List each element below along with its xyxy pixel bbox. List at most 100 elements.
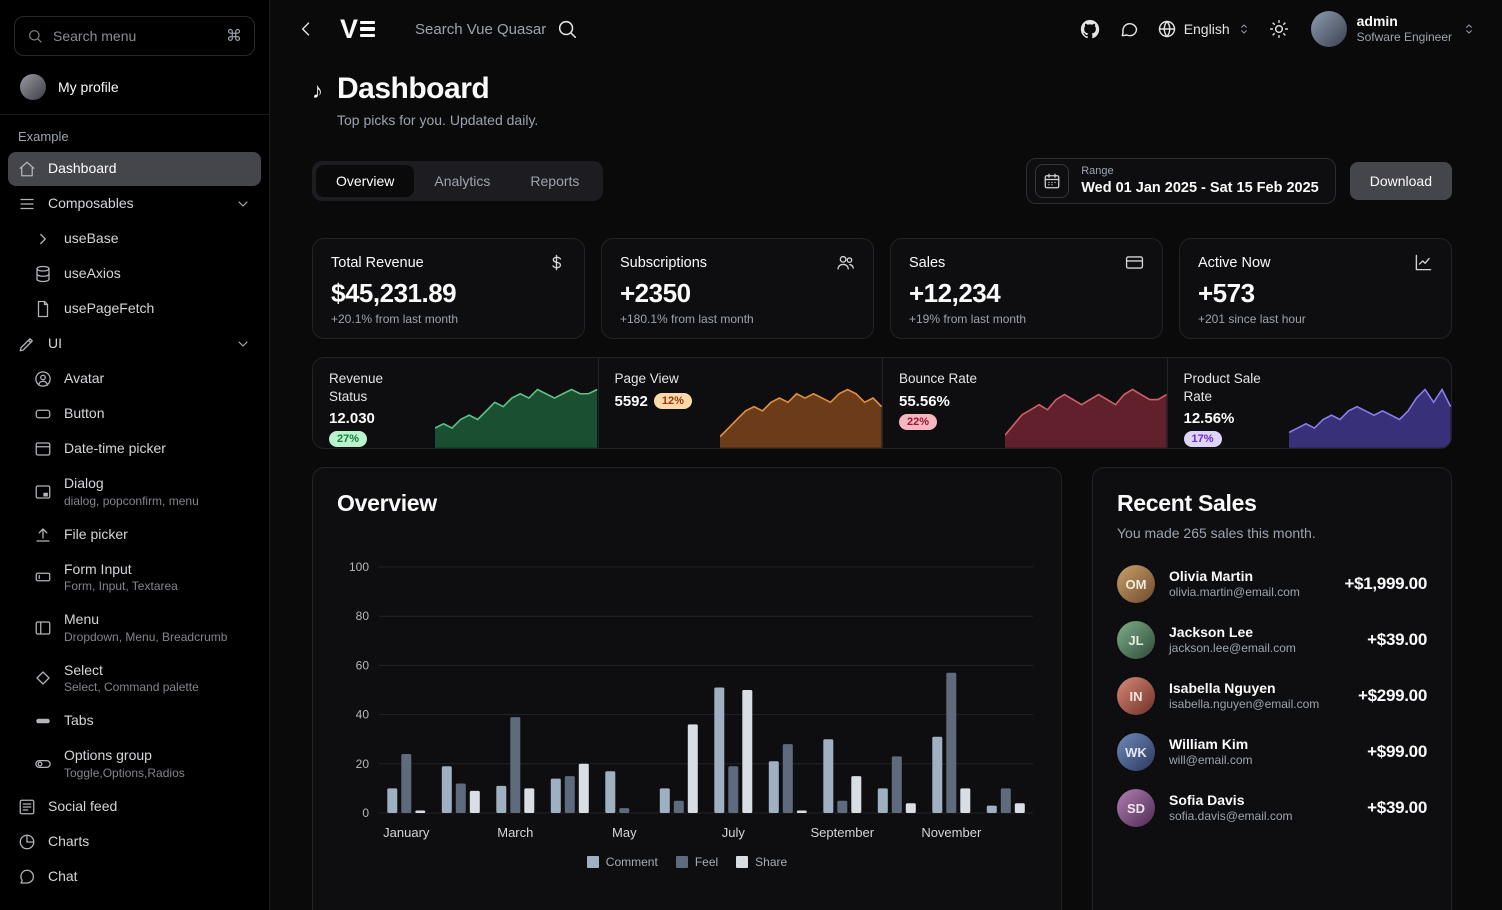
sidebar-item-form-input[interactable]: Form Input Form, Input, Textarea (24, 553, 261, 603)
music-note-icon: ♪ (312, 78, 323, 103)
sidebar-item-label: Form Input Form, Input, Textarea (64, 560, 178, 594)
sidebar-item-label: Options group Toggle,Options,Radios (64, 747, 185, 780)
chevrons-up-down-icon (1462, 22, 1476, 36)
app-logo[interactable]: V (340, 14, 376, 45)
page-title-block: Dashboard Top picks for you. Updated dai… (337, 72, 538, 128)
legend-swatch (736, 856, 749, 868)
topbar: V Search Vue Quasar English (270, 0, 1502, 58)
chevron-down-icon (235, 196, 251, 212)
user-avatar (1310, 11, 1347, 47)
legend-item-share: Share (736, 855, 787, 869)
sidebar-item-tabs[interactable]: Tabs (24, 704, 261, 738)
search-icon (27, 28, 43, 44)
spark-text: Bounce Rate 55.56% 22% (899, 370, 1167, 430)
chevron-left-icon (296, 19, 316, 39)
sidebar-item-label: Charts (48, 832, 90, 849)
sidebar-item-dialog[interactable]: Dialog dialog, popconfirm, menu (24, 467, 261, 517)
sidebar-item-options-group[interactable]: Options group Toggle,Options,Radios (24, 739, 261, 789)
sidebar-item-sublabel: Toggle,Options,Radios (64, 765, 185, 780)
sidebar-item-sublabel: Dropdown, Menu, Breadcrumb (64, 629, 228, 644)
chat-icon (18, 868, 36, 886)
back-button[interactable] (296, 19, 316, 39)
sidebar-item-date-time-picker[interactable]: Date-time picker (24, 432, 261, 466)
spark-value: 5592 (614, 392, 648, 410)
user-menu[interactable]: admin Sofware Engineer (1310, 11, 1476, 47)
spark-card-page-view: Page View 5592 12% (597, 358, 882, 448)
sidebar-item-label: Dialog dialog, popconfirm, menu (64, 475, 199, 508)
sidebar-item-usepagefetch[interactable]: usePageFetch (24, 292, 261, 326)
spark-badge: 12% (653, 393, 692, 410)
sidebar-item-label: Dashboard (48, 160, 117, 177)
spark-value-row: 5592 12% (615, 393, 703, 410)
sale-row: JL Jackson Lee jackson.lee@email.com +$3… (1117, 621, 1427, 659)
sale-row: OM Olivia Martin olivia.martin@email.com… (1117, 565, 1427, 603)
download-button[interactable]: Download (1349, 162, 1452, 200)
tab-overview[interactable]: Overview (316, 165, 415, 197)
tabs-list: Overview Analytics Reports (312, 161, 604, 201)
sale-row: IN Isabella Nguyen isabella.nguyen@email… (1117, 677, 1427, 715)
stat-title: Subscriptions (620, 254, 708, 271)
sale-amount: +$1,999.00 (1344, 574, 1427, 593)
sparkline-chart (1004, 383, 1167, 448)
stat-cards: Total Revenue $45,231.89 +20.1% from las… (312, 238, 1452, 339)
sidebar-item-button[interactable]: Button (24, 397, 261, 431)
sidebar-item-ui[interactable]: UI (8, 327, 261, 361)
tab-reports[interactable]: Reports (510, 165, 599, 197)
chevron-down-icon (235, 336, 251, 352)
github-icon[interactable] (1079, 18, 1101, 40)
spark-value: 12.030 (329, 410, 375, 428)
sidebar-item-chat[interactable]: Chat (8, 860, 261, 894)
feedback-chat-icon[interactable] (1119, 19, 1139, 39)
sidebar-item-social-feed[interactable]: Social feed (8, 790, 261, 824)
sidebar-item-select[interactable]: Select Select, Command palette (24, 654, 261, 704)
sidebar-item-usebase[interactable]: useBase (24, 222, 261, 256)
sidebar-item-useaxios[interactable]: useAxios (24, 257, 261, 291)
sale-name: Jackson Lee (1169, 624, 1254, 641)
sidebar-search-input[interactable]: Search menu ⌘ (14, 16, 255, 56)
sparkline-chart (1289, 383, 1451, 448)
chevrons-up-down-icon (1237, 22, 1251, 36)
sale-info: Sofia Davis sofia.davis@email.com (1169, 791, 1293, 825)
stat-value: +2350 (620, 278, 691, 308)
legend-swatch (586, 856, 599, 868)
svg-text:40: 40 (356, 708, 370, 722)
controls-right: Range Wed 01 Jan 2025 - Sat 15 Feb 2025 … (1026, 158, 1452, 204)
spark-value-row: 12.56% 17% (1183, 410, 1272, 448)
stat-card-sales: Sales +12,234 +19% from last month (890, 238, 1163, 339)
sidebar-item-menu[interactable]: Menu Dropdown, Menu, Breadcrumb (24, 603, 261, 653)
topbar-search[interactable]: Search Vue Quasar (415, 18, 578, 40)
legend-swatch (675, 856, 688, 868)
sale-row: WK William Kim will@email.com +$99.00 (1117, 733, 1427, 771)
svg-text:May: May (612, 825, 637, 840)
sidebar-item-charts[interactable]: Charts (8, 825, 261, 859)
calendar-icon-box (1035, 164, 1070, 198)
sale-amount: +$39.00 (1367, 798, 1427, 817)
legend-item-feel: Feel (675, 855, 718, 869)
theme-toggle-icon[interactable] (1269, 19, 1289, 39)
sidebar-item-dashboard[interactable]: Dashboard (8, 152, 261, 186)
legend-item-comment: Comment (586, 855, 658, 869)
legend-label: Share (755, 855, 788, 869)
date-range-picker[interactable]: Range Wed 01 Jan 2025 - Sat 15 Feb 2025 (1026, 158, 1336, 204)
calendar-icon (1043, 172, 1061, 190)
feed-icon (18, 798, 36, 816)
logo-bars-icon (360, 20, 376, 38)
language-selector[interactable]: English (1157, 19, 1251, 39)
sidebar-item-file-picker[interactable]: File picker (24, 518, 261, 552)
sidebar-profile[interactable]: My profile (0, 60, 269, 112)
spark-value: 12.56% (1183, 410, 1235, 428)
svg-text:January: January (383, 825, 430, 840)
tab-analytics[interactable]: Analytics (414, 165, 510, 197)
sidebar-item-label: useAxios (64, 265, 121, 282)
tabs-icon (34, 712, 52, 730)
stat-title: Active Now (1198, 254, 1271, 271)
sidebar-item-label: Tabs (64, 712, 94, 729)
sidebar-item-composables[interactable]: Composables (8, 187, 261, 221)
spark-value: 55.56% (899, 392, 950, 410)
users-icon (836, 253, 855, 272)
profile-label: My profile (58, 79, 119, 95)
sale-name: Isabella Nguyen (1169, 680, 1276, 697)
sidebar-item-avatar[interactable]: Avatar (24, 362, 261, 396)
sale-amount: +$39.00 (1367, 630, 1427, 649)
form-input-icon (34, 568, 52, 586)
